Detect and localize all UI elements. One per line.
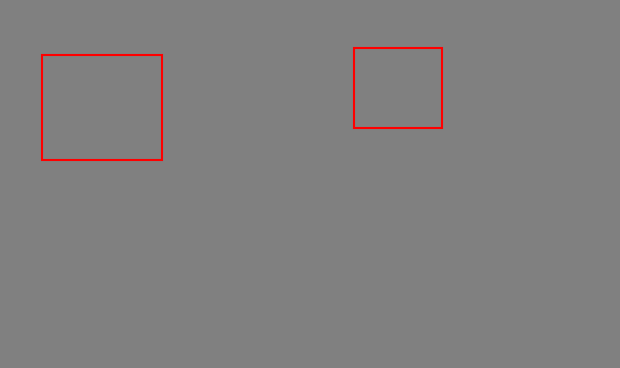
Bar: [354, 48, 442, 128]
Bar: [42, 55, 162, 160]
